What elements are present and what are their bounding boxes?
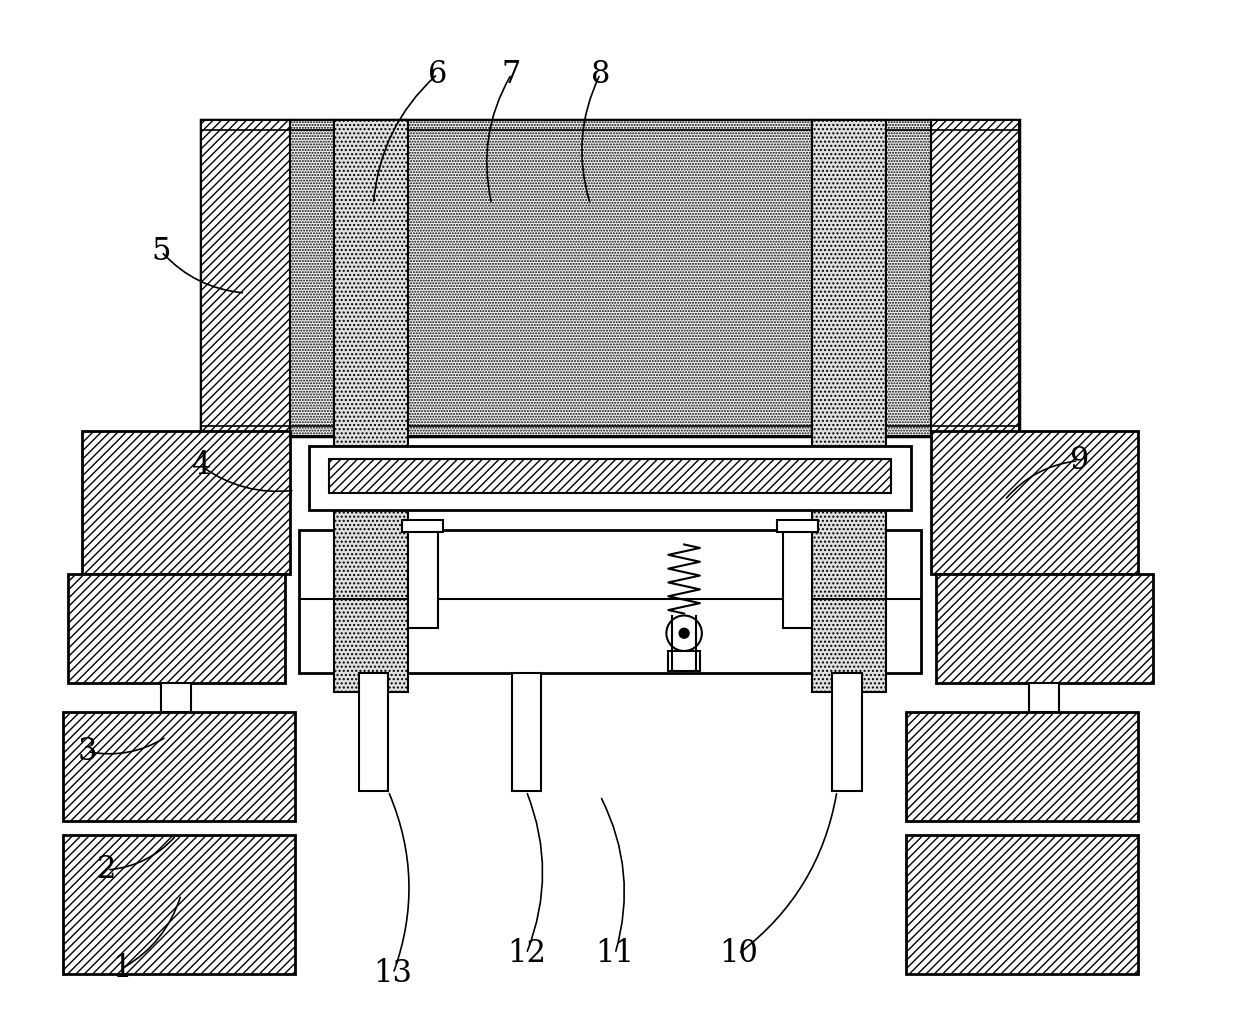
Bar bbox=[290, 121, 931, 436]
Text: 12: 12 bbox=[507, 938, 546, 969]
Bar bbox=[812, 121, 887, 692]
Circle shape bbox=[680, 628, 689, 638]
Bar bbox=[832, 673, 862, 791]
Bar bbox=[936, 574, 1153, 682]
Bar bbox=[782, 530, 812, 628]
Bar bbox=[408, 530, 438, 628]
Text: 4: 4 bbox=[191, 450, 211, 481]
Bar bbox=[931, 121, 1019, 436]
Text: 2: 2 bbox=[98, 855, 117, 885]
Text: 5: 5 bbox=[151, 236, 171, 267]
Text: 7: 7 bbox=[502, 59, 521, 89]
Bar bbox=[63, 835, 295, 973]
Text: 13: 13 bbox=[373, 958, 413, 989]
Bar bbox=[334, 121, 408, 692]
Bar bbox=[329, 459, 892, 493]
Text: 6: 6 bbox=[428, 59, 448, 89]
Bar bbox=[82, 431, 290, 574]
Bar bbox=[668, 651, 699, 671]
Text: 1: 1 bbox=[112, 953, 131, 985]
Bar bbox=[776, 520, 818, 532]
Text: 3: 3 bbox=[78, 736, 97, 767]
Bar bbox=[1029, 682, 1059, 713]
Bar bbox=[63, 713, 295, 821]
Text: 10: 10 bbox=[719, 938, 758, 969]
Bar bbox=[309, 446, 911, 510]
Bar bbox=[402, 520, 444, 532]
Bar bbox=[68, 574, 285, 682]
Bar bbox=[906, 713, 1138, 821]
Bar bbox=[931, 431, 1138, 574]
Bar bbox=[201, 121, 290, 436]
Bar bbox=[906, 835, 1138, 973]
Bar bbox=[299, 530, 921, 673]
Bar bbox=[358, 673, 388, 791]
Text: 11: 11 bbox=[595, 938, 635, 969]
Text: 9: 9 bbox=[1069, 446, 1089, 476]
Text: 8: 8 bbox=[590, 59, 610, 89]
Bar bbox=[161, 682, 191, 713]
Bar bbox=[512, 673, 541, 791]
Bar bbox=[201, 121, 1019, 436]
